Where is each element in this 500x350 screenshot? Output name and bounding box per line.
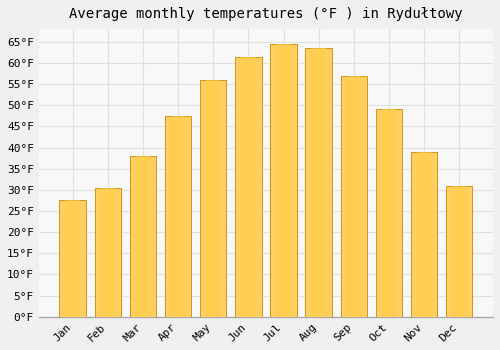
Bar [171, 116, 186, 317]
Bar [130, 156, 156, 317]
Bar [66, 201, 80, 317]
Bar [306, 48, 332, 317]
Bar [270, 44, 296, 317]
Bar [136, 156, 150, 317]
Bar [276, 44, 291, 317]
Bar [312, 48, 326, 317]
Title: Average monthly temperatures (°F ) in Rydułtowy: Average monthly temperatures (°F ) in Ry… [69, 7, 462, 21]
Bar [346, 76, 361, 317]
Bar [94, 188, 121, 317]
Bar [165, 116, 191, 317]
Bar [411, 152, 438, 317]
Bar [200, 80, 226, 317]
Bar [235, 57, 262, 317]
Bar [417, 152, 432, 317]
Bar [340, 76, 367, 317]
Bar [206, 80, 220, 317]
Bar [241, 57, 256, 317]
Bar [446, 186, 472, 317]
Bar [60, 201, 86, 317]
Bar [100, 188, 115, 317]
Bar [452, 186, 466, 317]
Bar [376, 110, 402, 317]
Bar [382, 110, 396, 317]
